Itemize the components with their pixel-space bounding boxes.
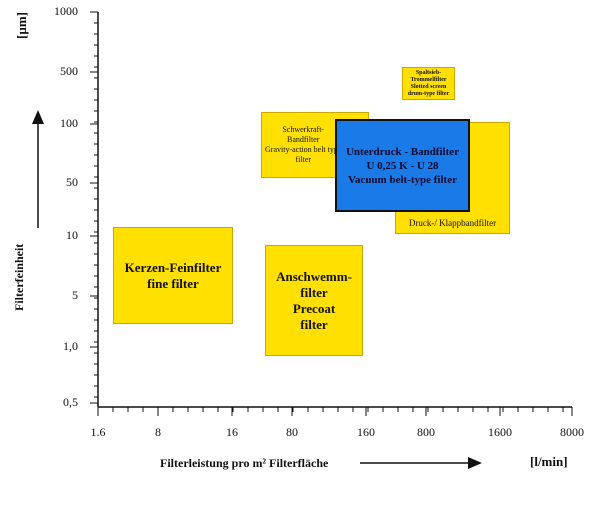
kerzen-feinfilter-box: Kerzen-Feinfilter fine filter xyxy=(113,227,233,324)
x-tick-label: 1.6 xyxy=(90,425,106,439)
x-tick-label: 160 xyxy=(357,425,375,439)
y-tick-label: 5 xyxy=(72,288,78,302)
y-tick-label: 0,5 xyxy=(63,395,78,409)
y-tick-label: 100 xyxy=(60,116,78,130)
anschwemmfilter-box: Anschwemm- filter Precoat filter xyxy=(265,245,363,356)
x-tick-label: 8000 xyxy=(560,425,584,439)
y-tick-label: 50 xyxy=(66,175,78,189)
y-arrow-head xyxy=(32,110,44,124)
x-tick-label: 16 xyxy=(226,425,238,439)
x-arrow-head xyxy=(468,457,482,469)
y-tick-label: 500 xyxy=(60,64,78,78)
x-tick-label: 1600 xyxy=(488,425,512,439)
unterdruck-bandfilter-box: Unterdruck - Bandfilter U 0,25 K - U 28 … xyxy=(335,119,470,212)
y-tick-label: 10 xyxy=(66,228,78,242)
x-axis-unit: [l/min] xyxy=(530,454,568,469)
x-tick-label: 80 xyxy=(286,425,298,439)
y-axis-title: Filterfeinheit xyxy=(12,243,26,311)
y-tick-label: 1,0 xyxy=(63,339,78,353)
x-tick-label: 8 xyxy=(155,425,161,439)
x-axis-title: Filterleistung pro m² Filterfläche xyxy=(160,456,329,470)
y-tick-label: 1000 xyxy=(54,4,78,18)
spaltsieb-trommelfilter-box: Spaltsieb- Trommelfilter Slotted screen … xyxy=(402,67,455,100)
x-tick-label: 800 xyxy=(417,425,435,439)
